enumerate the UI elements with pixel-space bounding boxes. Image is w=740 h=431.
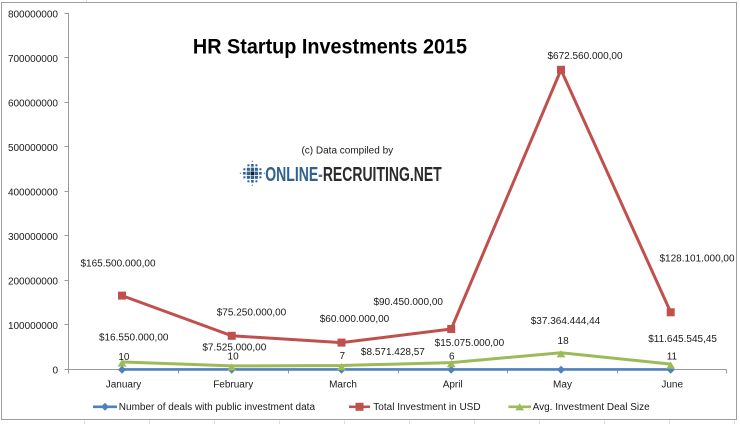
svg-text:$90.450.000,00: $90.450.000,00 — [373, 297, 443, 308]
svg-text:500000000: 500000000 — [8, 143, 58, 154]
svg-text:800000000: 800000000 — [8, 10, 58, 21]
svg-text:600000000: 600000000 — [8, 99, 58, 110]
svg-text:0: 0 — [52, 366, 58, 377]
svg-text:700000000: 700000000 — [8, 54, 58, 65]
svg-text:March: March — [329, 380, 357, 391]
svg-text:300000000: 300000000 — [8, 232, 58, 243]
svg-text:11: 11 — [667, 351, 678, 362]
svg-text:Number of deals with public in: Number of deals with public investment d… — [119, 402, 316, 413]
svg-text:Avg. Investment Deal Size: Avg. Investment Deal Size — [533, 402, 651, 413]
svg-text:$37.364.444,44: $37.364.444,44 — [531, 316, 601, 327]
svg-text:May: May — [553, 380, 572, 391]
svg-text:$15.075.000,00: $15.075.000,00 — [435, 338, 505, 349]
svg-text:$11.645.545,45: $11.645.545,45 — [648, 334, 717, 345]
svg-text:January: January — [106, 380, 142, 391]
svg-text:400000000: 400000000 — [8, 188, 58, 199]
svg-text:200000000: 200000000 — [8, 277, 58, 288]
svg-text:HR Startup Investments 2015: HR Startup Investments 2015 — [193, 36, 467, 59]
svg-text:10: 10 — [118, 352, 130, 363]
svg-text:$60.000.000,00: $60.000.000,00 — [320, 314, 390, 325]
svg-text:ONLINE-RECRUITING.NET: ONLINE-RECRUITING.NET — [265, 162, 442, 185]
svg-text:$7.525.000,00: $7.525.000,00 — [202, 342, 266, 353]
svg-text:18: 18 — [558, 336, 570, 347]
svg-text:$8.571.428,57: $8.571.428,57 — [361, 347, 425, 358]
svg-text:100000000: 100000000 — [8, 321, 58, 332]
svg-text:$16.550.000,00: $16.550.000,00 — [99, 333, 169, 344]
svg-text:$128.101.000,00: $128.101.000,00 — [659, 254, 735, 265]
svg-text:$75.250.000,00: $75.250.000,00 — [217, 308, 287, 319]
svg-text:April: April — [443, 380, 463, 391]
svg-text:(c) Data compiled by: (c) Data compiled by — [301, 145, 393, 156]
svg-text:$165.500.000,00: $165.500.000,00 — [80, 259, 156, 270]
svg-text:10: 10 — [228, 352, 240, 363]
svg-text:$672.560.000,00: $672.560.000,00 — [547, 51, 623, 62]
svg-text:June: June — [661, 380, 683, 391]
svg-text:Total Investment in USD: Total Investment in USD — [373, 402, 480, 413]
svg-text:7: 7 — [340, 351, 346, 362]
svg-text:February: February — [213, 380, 253, 391]
svg-text:6: 6 — [449, 351, 455, 362]
